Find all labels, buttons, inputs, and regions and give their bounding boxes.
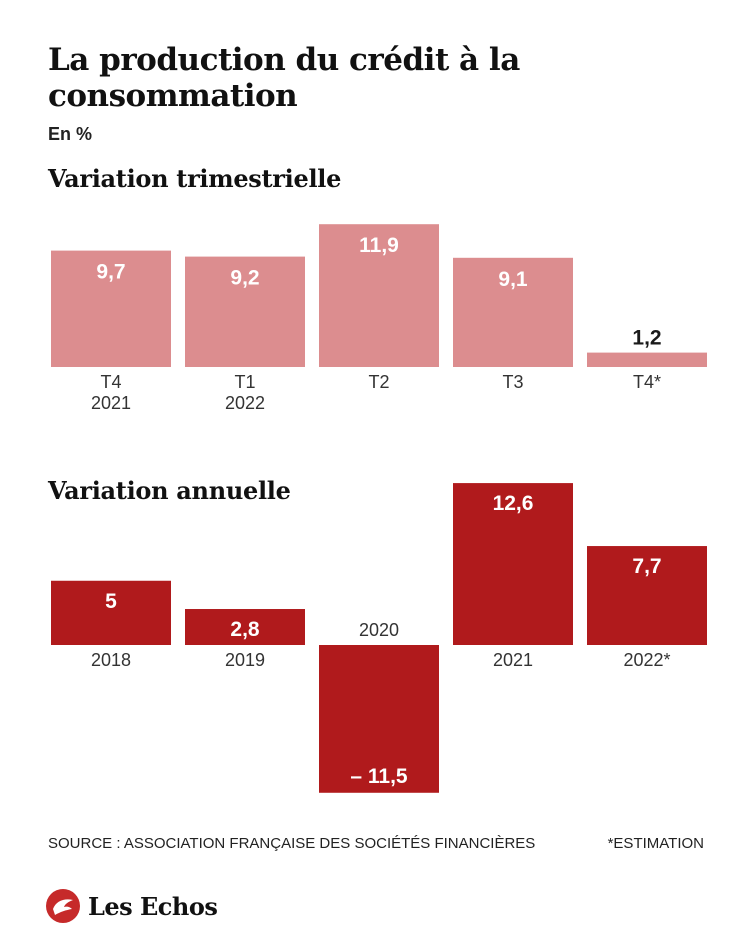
quarterly-tick-label: T2 <box>368 372 389 392</box>
quarterly-value-label: 1,2 <box>632 327 661 350</box>
brand-logo: Les Echos <box>46 886 218 926</box>
quarterly-value-label: 11,9 <box>359 234 399 257</box>
quarterly-tick-label: T1 <box>234 372 255 392</box>
source-note: SOURCE : ASSOCIATION FRANÇAISE DES SOCIÉ… <box>48 835 536 852</box>
annual-bar <box>587 546 707 645</box>
annual-bar <box>319 645 439 793</box>
annual-value-label: 7,7 <box>632 555 661 578</box>
annual-tick-label: 2020 <box>359 620 399 640</box>
annual-tick-label: 2022* <box>623 650 670 670</box>
page-title: La production du crédit à la consommatio… <box>48 42 520 114</box>
quarterly-tick-label: T4 <box>100 372 121 392</box>
annual-value-label: 2,8 <box>230 618 260 641</box>
quarterly-tick-label: T3 <box>502 372 523 392</box>
quarterly-bar <box>453 257 573 367</box>
annual-bar <box>51 580 171 645</box>
quarterly-bar <box>185 256 305 367</box>
annual-tick-label: 2018 <box>91 650 131 670</box>
annual-value-label: 5 <box>105 590 117 613</box>
quarterly-bar <box>319 224 439 367</box>
estimation-note: *ESTIMATION <box>607 835 704 852</box>
quarterly-tick-label: 2022 <box>225 393 265 413</box>
quarterly-value-label: 9,7 <box>96 261 125 284</box>
annual-bar <box>453 483 573 645</box>
annual-value-label: – 11,5 <box>350 765 408 788</box>
quarterly-tick-label: 2021 <box>91 393 131 413</box>
quarterly-value-label: 9,2 <box>230 267 259 290</box>
unit-label: En % <box>48 124 93 144</box>
quarterly-bar <box>51 250 171 367</box>
echos-bird-icon <box>46 889 80 923</box>
annual-tick-label: 2019 <box>225 650 265 670</box>
annual-value-label: 12,6 <box>493 492 534 515</box>
brand-name: Les Echos <box>88 891 218 921</box>
quarterly-bar <box>587 352 707 367</box>
annual-tick-label: 2021 <box>493 650 533 670</box>
annual-bar-chart: 5 2018 2,8 2019 – 11,5 2020 12,6 2021 7,7 2022* <box>51 483 707 793</box>
quarterly-tick-label: T4* <box>633 372 661 392</box>
annual-bar <box>185 609 305 645</box>
annual-chart-title: Variation annuelle <box>48 476 291 505</box>
quarterly-chart-title: Variation trimestrielle <box>48 164 342 193</box>
quarterly-value-label: 9,1 <box>498 268 528 291</box>
